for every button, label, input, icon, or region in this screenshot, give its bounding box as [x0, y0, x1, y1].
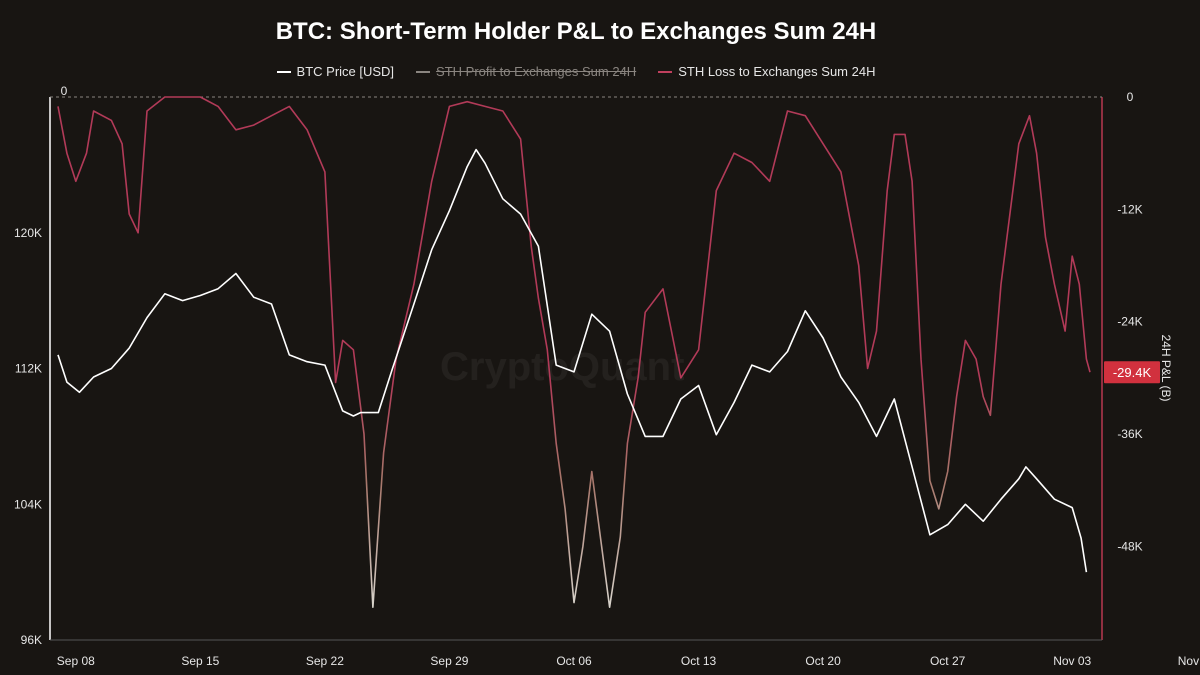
current-value-badge	[1104, 361, 1160, 384]
btc-price-line	[57, 148, 1088, 573]
chart-labels: 96K 104K 112K 120K 0 0 -12K -24K -36K -48K 24H P&L…	[14, 84, 1200, 668]
left-top-zero-label: 0	[61, 84, 68, 98]
x-tick-label: Oct 13	[681, 654, 717, 668]
current-value-label: -29.4K	[1113, 365, 1152, 380]
chart-title: BTC: Short-Term Holder P&L to Exchanges …	[275, 18, 877, 45]
x-tick-label: Oct 27	[930, 654, 966, 668]
right-tick-label: -24K	[1117, 315, 1142, 329]
x-tick-label: Sep 22	[306, 654, 344, 668]
legend-swatch-sth-profit	[416, 70, 431, 73]
x-tick-label: Sep 29	[430, 654, 468, 668]
x-tick-label: Oct 20	[805, 654, 841, 668]
legend-btc-price-label: BTC Price [USD]	[296, 64, 395, 79]
right-tick-label: 0	[1127, 90, 1134, 104]
sth-loss-line	[57, 96, 1091, 608]
x-tick-label: Oct 06	[556, 654, 592, 668]
x-tick-label: Nov 03	[1053, 654, 1091, 668]
left-tick-label: 96K	[21, 633, 42, 647]
right-tick-label: -12K	[1117, 202, 1142, 216]
left-tick-label: 104K	[14, 497, 42, 511]
chart-axes	[49, 96, 1103, 641]
legend-swatch-btc-price	[276, 70, 291, 73]
x-tick-label: Sep 08	[57, 654, 95, 668]
left-tick-label: 120K	[14, 226, 42, 240]
chart-series	[57, 96, 1091, 608]
right-axis-title: 24H P&L (B)	[1159, 335, 1173, 402]
left-tick-label: 112K	[15, 362, 42, 376]
legend-item-btc-price[interactable]: BTC Price [USD]	[276, 64, 395, 79]
legend-sth-loss-label: STH Loss to Exchanges Sum 24H	[678, 64, 876, 79]
legend-item-sth-loss[interactable]: STH Loss to Exchanges Sum 24H	[658, 64, 875, 79]
x-tick-label: Nov 10	[1178, 654, 1200, 668]
legend-sth-profit-label: STH Profit to Exchanges Sum 24H	[436, 64, 637, 79]
right-tick-label: -36K	[1117, 427, 1142, 441]
chart-legend: BTC Price [USD] STH Profit to Exchanges …	[0, 64, 1152, 79]
legend-swatch-sth-loss	[658, 70, 673, 73]
legend-item-sth-profit[interactable]: STH Profit to Exchanges Sum 24H	[416, 64, 636, 79]
x-tick-label: Sep 15	[181, 654, 219, 668]
right-tick-label: -48K	[1117, 539, 1142, 553]
